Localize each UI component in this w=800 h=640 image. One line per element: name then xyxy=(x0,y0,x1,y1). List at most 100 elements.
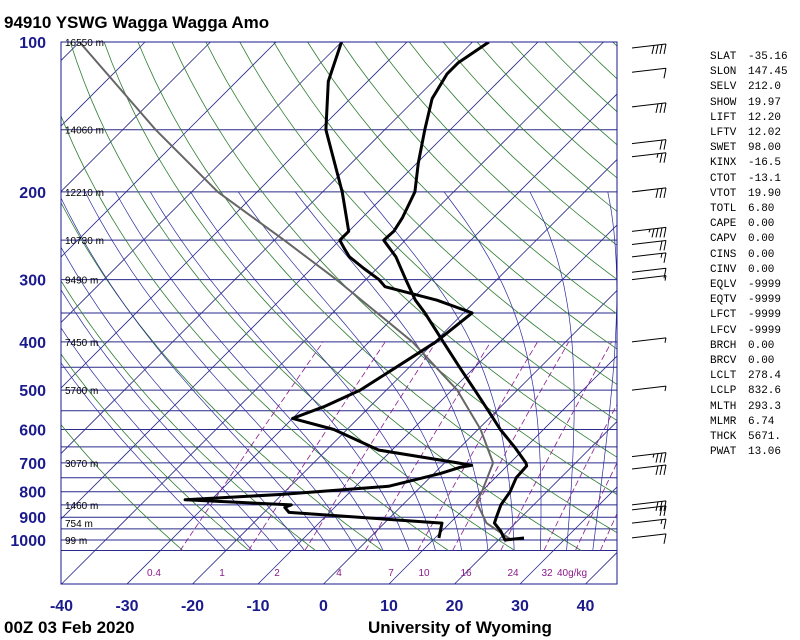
wind-barb xyxy=(631,533,667,544)
wind-barb-feather xyxy=(659,227,663,238)
index-row: CAPV 0.00 xyxy=(710,232,788,247)
wind-barb-feather xyxy=(663,505,667,516)
isotherm-line xyxy=(323,289,617,584)
moist-adiabat xyxy=(443,191,542,551)
wind-barb-staff xyxy=(631,464,667,470)
temperature-tick-label: -30 xyxy=(115,598,138,615)
dry-adiabat xyxy=(375,42,617,280)
wind-barb-feather xyxy=(663,452,667,463)
pressure-tick-label: 800 xyxy=(19,485,46,502)
wind-barb-feather xyxy=(655,501,659,511)
index-value: 19.97 xyxy=(748,96,782,109)
height-label: 12210 m xyxy=(65,188,104,199)
wind-barb-feather xyxy=(663,240,667,251)
index-key: SELV xyxy=(710,81,737,94)
isotherm-line xyxy=(61,42,473,455)
index-value: 293.3 xyxy=(748,400,782,413)
moist-adiabat xyxy=(61,327,253,551)
wind-barb-feather xyxy=(655,103,659,114)
index-value: -16.5 xyxy=(748,157,782,170)
moist-adiabat xyxy=(84,191,358,551)
index-value: 19.90 xyxy=(748,187,782,200)
index-value: 13.06 xyxy=(748,446,782,459)
height-label: 7450 m xyxy=(65,338,98,349)
mixing-ratio-label: 1 xyxy=(219,568,225,579)
mixing-ratio-label: 40g/kg xyxy=(557,568,587,579)
index-value: 278.4 xyxy=(748,370,782,383)
temperature-tick-label: 30 xyxy=(511,598,529,615)
index-value: 0.00 xyxy=(748,339,775,352)
wind-barb-staff xyxy=(631,275,667,281)
wind-barb-staff xyxy=(631,337,667,343)
index-value: 0.00 xyxy=(748,263,775,276)
wind-barb-staff xyxy=(631,518,667,524)
wind-barb-feather xyxy=(663,43,667,55)
index-value: 6.80 xyxy=(748,203,775,216)
index-key: SHOW xyxy=(710,96,737,109)
index-row: EQLV -9999 xyxy=(710,278,788,293)
index-key: KINX xyxy=(710,157,737,170)
index-row: LCLP 832.6 xyxy=(710,384,788,399)
wind-barb-feather xyxy=(659,240,663,251)
wind-barb-staff xyxy=(631,187,667,193)
index-key: LFCT xyxy=(710,309,737,322)
wind-barb-feather xyxy=(659,44,663,55)
index-key: LCLT xyxy=(710,370,737,383)
index-row: SWET 98.00 xyxy=(710,141,788,156)
index-value: -9999 xyxy=(748,294,782,307)
wind-barb-feather xyxy=(663,187,667,199)
index-row: LFCT -9999 xyxy=(710,308,788,323)
source-label: University of Wyoming xyxy=(368,618,552,637)
index-row: PWAT 13.06 xyxy=(710,445,788,460)
index-key: CINS xyxy=(710,248,737,261)
index-row: SELV 212.0 xyxy=(710,80,788,95)
dry-adiabat xyxy=(137,42,617,534)
isotherm-line xyxy=(61,42,539,520)
wind-barb-feather xyxy=(651,45,655,55)
dry-adiabat xyxy=(205,42,617,458)
index-row: SLAT -35.16 xyxy=(710,50,788,65)
index-key: LFTV xyxy=(710,127,737,140)
index-row: LIFT 12.20 xyxy=(710,111,788,126)
wind-barb-staff xyxy=(631,505,667,511)
isotherm-line xyxy=(126,93,617,584)
isotherm-line xyxy=(257,224,617,584)
wind-barb xyxy=(631,187,667,199)
index-row: CAPE 0.00 xyxy=(710,217,788,232)
height-label: 10730 m xyxy=(65,236,104,247)
wind-barb-feather xyxy=(663,68,667,79)
wind-barb-feather xyxy=(663,533,667,544)
wind-barb xyxy=(631,152,667,163)
sounding-traces xyxy=(78,42,529,542)
pressure-tick-label: 900 xyxy=(19,510,46,527)
index-row: LFCV -9999 xyxy=(710,324,788,339)
height-label: 754 m xyxy=(65,519,93,530)
index-row: MLTH 293.3 xyxy=(710,400,788,415)
index-value: 98.00 xyxy=(748,142,782,155)
pressure-tick-label: 1000 xyxy=(10,533,46,550)
dry-adiabat xyxy=(61,114,449,551)
wind-barb-half-feather xyxy=(664,385,667,392)
isotherm-line xyxy=(519,486,617,584)
index-key: BRCH xyxy=(710,339,737,352)
moist-adiabat xyxy=(529,191,575,551)
wind-barb-feather xyxy=(663,139,667,150)
index-row: CTOT -13.1 xyxy=(710,172,788,187)
moist-adiabat xyxy=(61,289,279,551)
dry-adiabat xyxy=(61,353,250,551)
mixing-ratio-line xyxy=(417,341,538,551)
index-key: SLON xyxy=(710,66,737,79)
index-key: CTOT xyxy=(710,172,737,185)
mixing-ratio-label: 7 xyxy=(388,568,394,579)
index-key: CINV xyxy=(710,263,737,276)
dewpoint-line xyxy=(183,42,474,539)
index-key: SLAT xyxy=(710,51,737,63)
wind-barb xyxy=(631,452,667,463)
wind-barb-staff xyxy=(631,139,667,145)
wind-barb-staff xyxy=(631,239,667,245)
height-label: 1460 m xyxy=(65,501,98,512)
mixing-ratio-label: 24 xyxy=(507,568,519,579)
parcel-path-line xyxy=(78,42,513,541)
